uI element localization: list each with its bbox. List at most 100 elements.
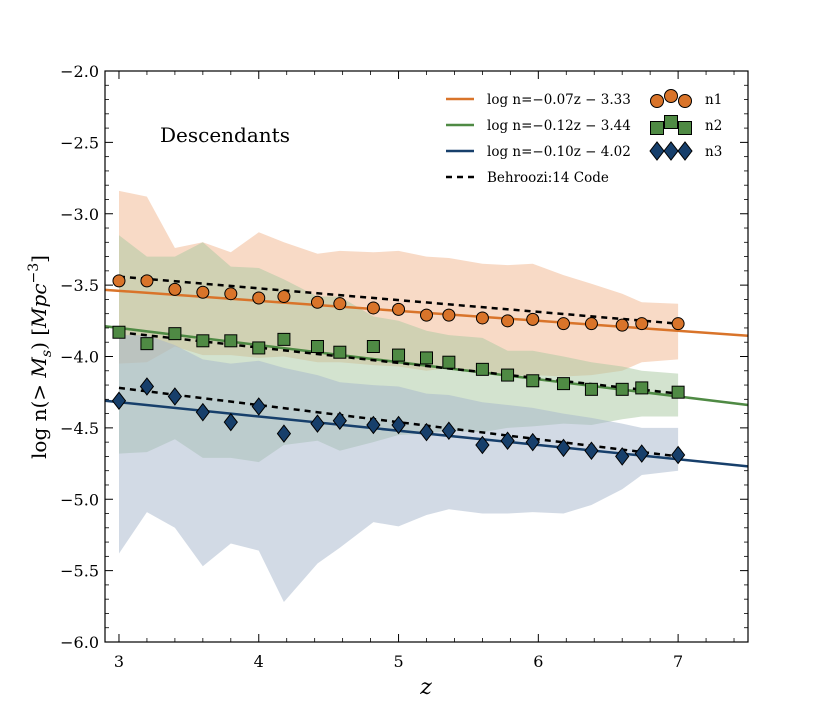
- data-point-n3: [251, 397, 266, 416]
- legend-markers-n1: [650, 89, 692, 108]
- legend-marker-label-n3: n3: [705, 144, 722, 160]
- ylabel-sub: s: [39, 350, 55, 357]
- data-point-n1: [501, 314, 515, 328]
- data-point-n1: [584, 317, 598, 331]
- data-point-n3: [139, 377, 155, 396]
- data-point-n1: [112, 274, 126, 288]
- data-point-n3: [223, 412, 238, 432]
- data-point-n1: [366, 301, 380, 315]
- data-markers: [111, 274, 686, 466]
- data-point-n2: [635, 381, 649, 395]
- data-point-n2: [671, 385, 685, 399]
- y-tick-label: −6.0: [60, 633, 99, 652]
- data-point-n3: [584, 441, 599, 460]
- data-point-n1: [168, 282, 182, 296]
- x-axis-label: z: [419, 675, 432, 700]
- data-point-n1: [671, 317, 685, 331]
- y-tick-label: −2.0: [60, 62, 99, 81]
- reference-line-n1: [118, 275, 679, 325]
- data-point-n2: [112, 325, 126, 339]
- data-point-n1: [556, 317, 570, 331]
- data-point-n1: [392, 302, 406, 316]
- ylabel-sup: −3: [26, 263, 42, 284]
- data-point-n2: [526, 374, 540, 388]
- descendants-annotation: Descendants: [160, 123, 290, 147]
- legend-marker-n3: [677, 141, 693, 161]
- data-point-n3: [441, 421, 456, 441]
- x-tick-label: 3: [114, 652, 124, 671]
- legend-marker-label-n2: n2: [705, 118, 722, 134]
- legend-label-n2: log n=−0.12z − 3.44: [487, 118, 631, 134]
- x-tick-label: 4: [254, 652, 264, 671]
- legend-marker-n2: [650, 121, 664, 135]
- data-point-n3: [195, 402, 210, 422]
- legend-marker-n3: [663, 141, 679, 161]
- data-point-n3: [556, 438, 571, 458]
- data-point-n2: [615, 382, 629, 396]
- ylabel-prefix: log n(>: [27, 378, 51, 459]
- legend: log n=−0.07z − 3.33 log n=−0.12z − 3.44 lo…: [446, 89, 722, 186]
- legend-label-reference: Behroozi:14 Code: [487, 170, 609, 186]
- markers-n3: [111, 377, 686, 466]
- x-tick-label: 5: [393, 652, 403, 671]
- legend-markers-n3: [649, 141, 693, 161]
- data-point-n1: [333, 297, 347, 311]
- y-axis-label: log n(> Ms) [Mpc−3]: [26, 255, 55, 459]
- data-point-n2: [168, 327, 182, 341]
- data-point-n1: [196, 285, 210, 299]
- data-point-n3: [634, 444, 649, 463]
- data-point-n2: [392, 348, 406, 362]
- data-point-n2: [224, 334, 238, 348]
- ylabel-mpc: Mpc: [27, 283, 51, 328]
- data-point-n1: [224, 287, 238, 301]
- data-point-n1: [526, 312, 540, 326]
- data-point-n2: [277, 332, 291, 346]
- data-point-n1: [475, 311, 489, 325]
- confidence-bands: [119, 190, 679, 602]
- data-point-n1: [310, 295, 324, 309]
- x-tick-label: 6: [533, 652, 543, 671]
- data-point-n1: [635, 317, 649, 331]
- data-point-n2: [584, 382, 598, 396]
- data-point-n3: [670, 445, 686, 465]
- y-tick-label: −4.0: [60, 348, 99, 367]
- reference-line-n2: [118, 330, 679, 395]
- data-point-n2: [420, 351, 433, 365]
- reference-lines: [118, 275, 679, 458]
- y-tick-label: −5.0: [60, 490, 99, 509]
- reference-line-n3: [118, 386, 679, 458]
- data-point-n3: [615, 447, 630, 466]
- x-tick-label: 7: [673, 652, 683, 671]
- data-point-n3: [332, 411, 347, 431]
- data-point-n3: [419, 422, 434, 442]
- ylabel-m: M: [27, 357, 51, 379]
- data-point-n1: [442, 308, 456, 322]
- y-tick-label: −2.5: [60, 133, 99, 152]
- y-tick-label: −5.5: [60, 562, 99, 581]
- ylabel-suffix: ]: [27, 255, 51, 263]
- data-point-n2: [366, 340, 380, 354]
- legend-label-n1: log n=−0.07z − 3.33: [487, 92, 631, 108]
- data-point-n1: [420, 308, 433, 322]
- data-point-n3: [111, 391, 127, 411]
- axes: 3 4 5 6 7 −6.0 −5.5 −5.0 −4.5 −4.0 −3.5 −3.0 −2.5 −2.…: [60, 62, 749, 671]
- data-point-n1: [615, 318, 629, 332]
- data-point-n2: [556, 377, 570, 391]
- legend-marker-n1: [664, 89, 678, 103]
- data-point-n2: [310, 340, 324, 354]
- legend-label-n3: log n=−0.10z − 4.02: [487, 144, 631, 160]
- legend-markers-n2: [650, 115, 692, 135]
- data-point-n1: [252, 291, 266, 305]
- data-point-n3: [525, 432, 540, 452]
- data-point-n2: [475, 362, 489, 376]
- data-point-n1: [277, 290, 291, 304]
- legend-marker-n1: [650, 94, 664, 108]
- legend-marker-n2: [664, 115, 678, 129]
- data-point-n2: [333, 345, 347, 359]
- data-point-n2: [196, 334, 210, 348]
- data-point-n3: [475, 435, 490, 455]
- ylabel-mid: ) [: [27, 328, 51, 350]
- y-tick-label: −3.0: [60, 205, 99, 224]
- legend-marker-label-n1: n1: [705, 92, 722, 108]
